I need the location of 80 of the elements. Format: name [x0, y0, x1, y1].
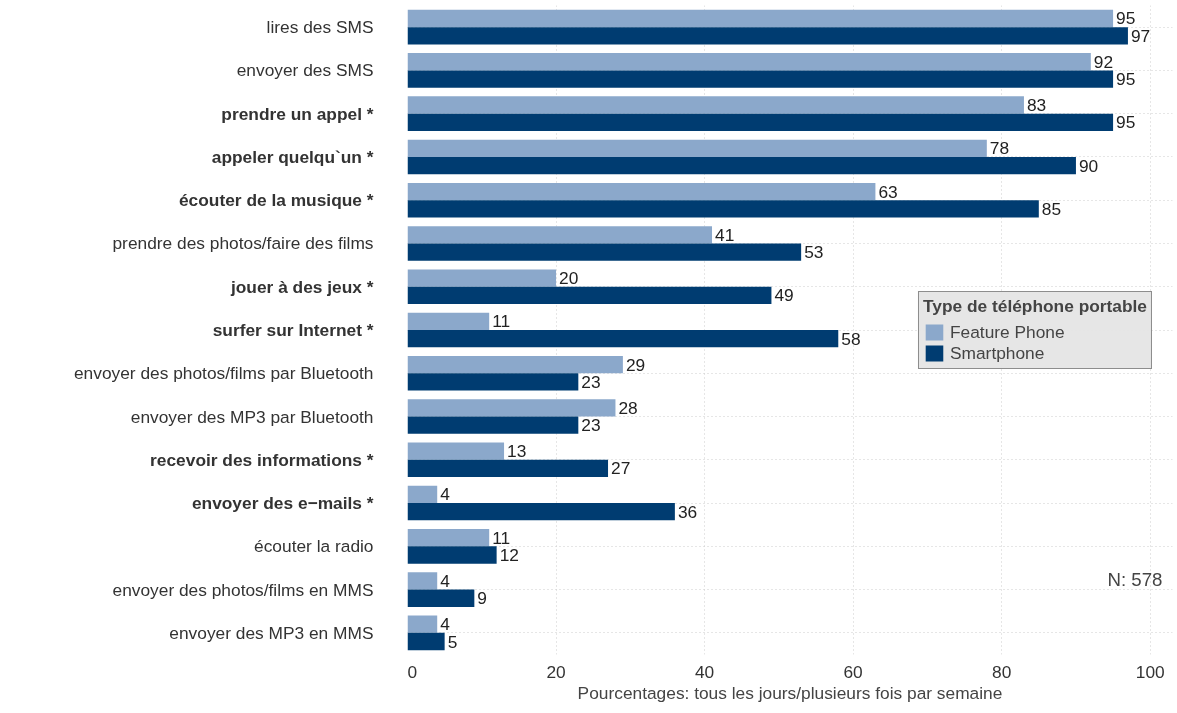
bar: [407, 529, 490, 547]
bar: [407, 156, 1076, 175]
x-tick-label: 0: [407, 661, 418, 682]
bar: [407, 589, 475, 607]
bar: [407, 286, 772, 305]
data-label: 36: [677, 501, 698, 522]
data-label: 53: [804, 242, 824, 263]
x-tick-label: 40: [694, 661, 715, 682]
bar: [407, 96, 1024, 114]
data-label: 29: [625, 354, 646, 375]
data-label: 83: [1026, 95, 1047, 116]
bar: [407, 113, 1114, 131]
bar: [407, 503, 675, 521]
data-label: 78: [989, 138, 1010, 159]
bar: [407, 373, 579, 391]
bar: [407, 139, 987, 157]
y-tick-label: envoyer des e−mails *: [191, 493, 374, 514]
data-label: 27: [611, 458, 631, 479]
y-tick-label: envoyer des photos/films par Bluetooth: [73, 363, 374, 384]
data-label: 95: [1116, 69, 1136, 90]
data-label: 20: [559, 268, 579, 289]
bar: [407, 632, 445, 651]
bar: [407, 226, 713, 244]
bar: [407, 546, 497, 564]
bar: [407, 9, 1114, 28]
legend-label: Feature Phone: [949, 321, 1065, 343]
bar: [407, 355, 623, 374]
bar: [407, 27, 1128, 45]
bar: [407, 200, 1039, 218]
y-tick-label: lires des SMS: [266, 17, 374, 38]
data-label: 63: [878, 181, 898, 202]
bar: [407, 182, 876, 201]
data-label: 58: [841, 328, 861, 349]
x-tick-label: 80: [992, 661, 1012, 682]
y-tick-label: jouer à des jeux *: [229, 276, 374, 297]
annotation: N: 578: [1107, 568, 1163, 590]
data-label: 49: [774, 285, 794, 306]
y-tick-label: écouter de la musique *: [178, 190, 374, 211]
bar: [407, 459, 609, 478]
x-tick-label: 60: [843, 661, 863, 682]
data-label: 41: [715, 224, 735, 245]
y-tick-label: recevoir des informations *: [150, 449, 374, 470]
y-tick-label: envoyer des photos/films en MMS: [112, 579, 374, 600]
data-label: 23: [581, 415, 601, 436]
bar: [407, 399, 616, 417]
y-tick-label: appeler quelqu`un *: [211, 146, 374, 167]
data-label: 4: [440, 570, 451, 591]
legend-label: Smartphone: [949, 342, 1045, 364]
y-tick-label: envoyer des MP3 par Bluetooth: [130, 406, 374, 427]
bar: [407, 53, 1091, 71]
data-label: 4: [440, 484, 451, 505]
y-tick-label: envoyer des MP3 en MMS: [169, 622, 374, 643]
legend-title: Type de téléphone portable: [922, 295, 1147, 317]
data-label: 85: [1041, 198, 1062, 219]
bar: [407, 269, 557, 287]
data-label: 92: [1093, 51, 1114, 72]
x-axis-title: Pourcentages: tous les jours/plusieurs fois par semaine: [577, 682, 1003, 703]
data-label: 90: [1078, 155, 1099, 176]
bar: [407, 70, 1114, 88]
data-label: 13: [507, 441, 527, 462]
bar: [407, 330, 839, 348]
bar: [407, 312, 490, 330]
bar: [407, 416, 579, 434]
data-label: 11: [492, 311, 511, 332]
y-tick-label: écouter la radio: [254, 536, 374, 557]
y-tick-label: envoyer des SMS: [236, 60, 374, 81]
bar: [407, 615, 438, 633]
bar: [407, 442, 505, 460]
data-label: 9: [477, 588, 487, 609]
bar: [407, 572, 438, 590]
x-tick-label: 20: [546, 661, 566, 682]
bar: [407, 485, 438, 504]
y-tick-label: prendre un appel *: [221, 103, 374, 124]
data-label: 23: [581, 371, 601, 392]
y-tick-label: surfer sur Internet *: [212, 320, 374, 340]
x-tick-label: 100: [1135, 661, 1165, 682]
data-label: 95: [1116, 112, 1136, 133]
y-tick-label: prendre des photos/faire des films: [112, 233, 374, 254]
data-label: 28: [618, 397, 638, 418]
bar: [407, 243, 802, 261]
